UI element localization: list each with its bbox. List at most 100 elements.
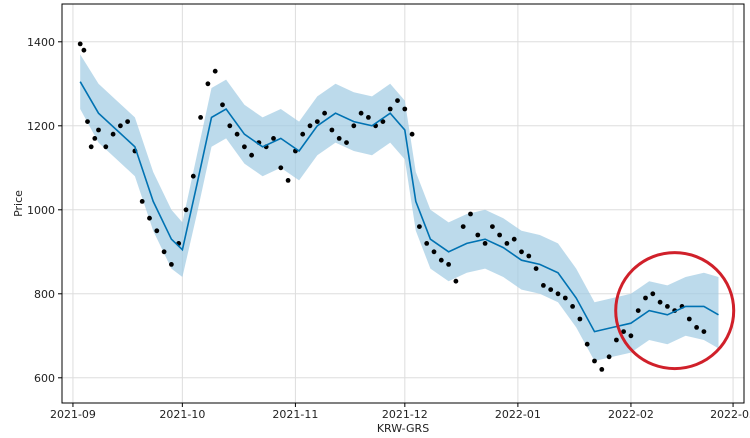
observed-point (322, 110, 327, 116)
observed-point (249, 152, 255, 158)
observed-point (570, 304, 575, 309)
observed-point (643, 295, 648, 301)
observed-point (227, 123, 233, 129)
observed-point (147, 215, 152, 221)
observed-point (562, 295, 568, 301)
y-tick-label: 1400 (27, 36, 55, 49)
x-tick-label: 2021-10 (159, 408, 205, 421)
observed-point (409, 131, 415, 137)
observed-point (592, 358, 597, 364)
observed-point (118, 123, 123, 129)
observed-point (380, 119, 386, 124)
observed-point (599, 367, 605, 372)
observed-point (468, 211, 473, 217)
observed-point (366, 115, 371, 120)
observed-point (526, 253, 532, 259)
observed-point (125, 119, 130, 124)
observed-point (205, 81, 211, 87)
observed-point (453, 278, 459, 284)
observed-point (694, 325, 699, 330)
annotation-circle (614, 251, 736, 371)
x-tick-label: 2022-02 (608, 408, 654, 421)
observed-point (475, 232, 481, 238)
y-axis-label: Price (12, 190, 25, 217)
observed-point (701, 329, 707, 334)
observed-point (329, 127, 335, 133)
observed-point (497, 232, 502, 238)
observed-point (220, 102, 225, 108)
observed-point (234, 131, 240, 137)
observed-point (577, 316, 583, 322)
x-axis-label: KRW-GRS (377, 422, 429, 435)
observed-point (278, 165, 284, 171)
observed-point (482, 241, 488, 246)
observed-point (548, 287, 554, 292)
observed-point (77, 41, 83, 47)
observed-point (519, 249, 524, 255)
observed-point (555, 291, 561, 297)
observed-point (300, 131, 306, 137)
observed-point (533, 266, 539, 271)
observed-point (511, 236, 517, 242)
observed-point (169, 262, 174, 267)
observed-point (139, 199, 145, 204)
observed-point (628, 333, 634, 339)
observed-point (85, 119, 90, 124)
observed-point (307, 123, 313, 129)
observed-point (96, 127, 101, 133)
observed-point (351, 123, 357, 129)
x-tick-label: 2022-01 (495, 408, 541, 421)
observed-point (657, 299, 663, 305)
observed-point (606, 354, 612, 360)
observed-point (621, 329, 626, 334)
observed-point (314, 119, 320, 124)
observed-point (190, 173, 196, 179)
observed-point (198, 115, 204, 120)
observed-point (92, 136, 98, 141)
observed-point (490, 224, 495, 230)
plot-frame (61, 3, 745, 404)
observed-point (81, 47, 87, 53)
observed-point (242, 144, 247, 150)
observed-point (358, 110, 364, 116)
observed-point (635, 308, 641, 313)
observed-point (650, 291, 656, 297)
observed-point (183, 207, 189, 213)
observed-point (387, 106, 393, 112)
observed-point (212, 68, 218, 74)
observed-point (271, 136, 276, 141)
observed-point (285, 178, 291, 183)
x-tick-label: 2021-12 (382, 408, 428, 421)
observed-point (395, 98, 400, 103)
observed-point (336, 136, 342, 141)
observed-point (584, 341, 590, 347)
observed-point (110, 131, 116, 137)
uncertainty-band (80, 54, 719, 362)
observed-point (424, 241, 430, 246)
observed-point (446, 262, 451, 267)
observed-point (402, 106, 408, 112)
y-tick-label: 800 (34, 288, 55, 301)
observed-point (161, 249, 167, 255)
y-tick-label: 600 (34, 372, 55, 385)
x-axis-ticks: 2021-09 2021-10 2021-11 2021-12 2022-01 2022-… (50, 403, 750, 421)
forecast-line (79, 81, 719, 333)
x-tick-label: 2021-11 (272, 408, 318, 421)
observed-point (154, 228, 160, 234)
observed-point (417, 224, 422, 230)
observed-point (103, 144, 109, 150)
y-tick-label: 1000 (27, 204, 55, 217)
x-tick-label: 2021-09 (50, 408, 96, 421)
grid (62, 4, 744, 403)
observed-points (77, 41, 707, 372)
observed-point (541, 283, 546, 288)
observed-point (431, 249, 437, 255)
observed-point (438, 257, 444, 263)
observed-point (686, 316, 692, 322)
observed-point (614, 337, 619, 343)
observed-point (504, 241, 510, 246)
x-tick-label: 2022-03 (710, 408, 750, 421)
y-axis-ticks: 600 800 1000 1200 1400 (27, 36, 62, 385)
observed-point (344, 140, 349, 146)
